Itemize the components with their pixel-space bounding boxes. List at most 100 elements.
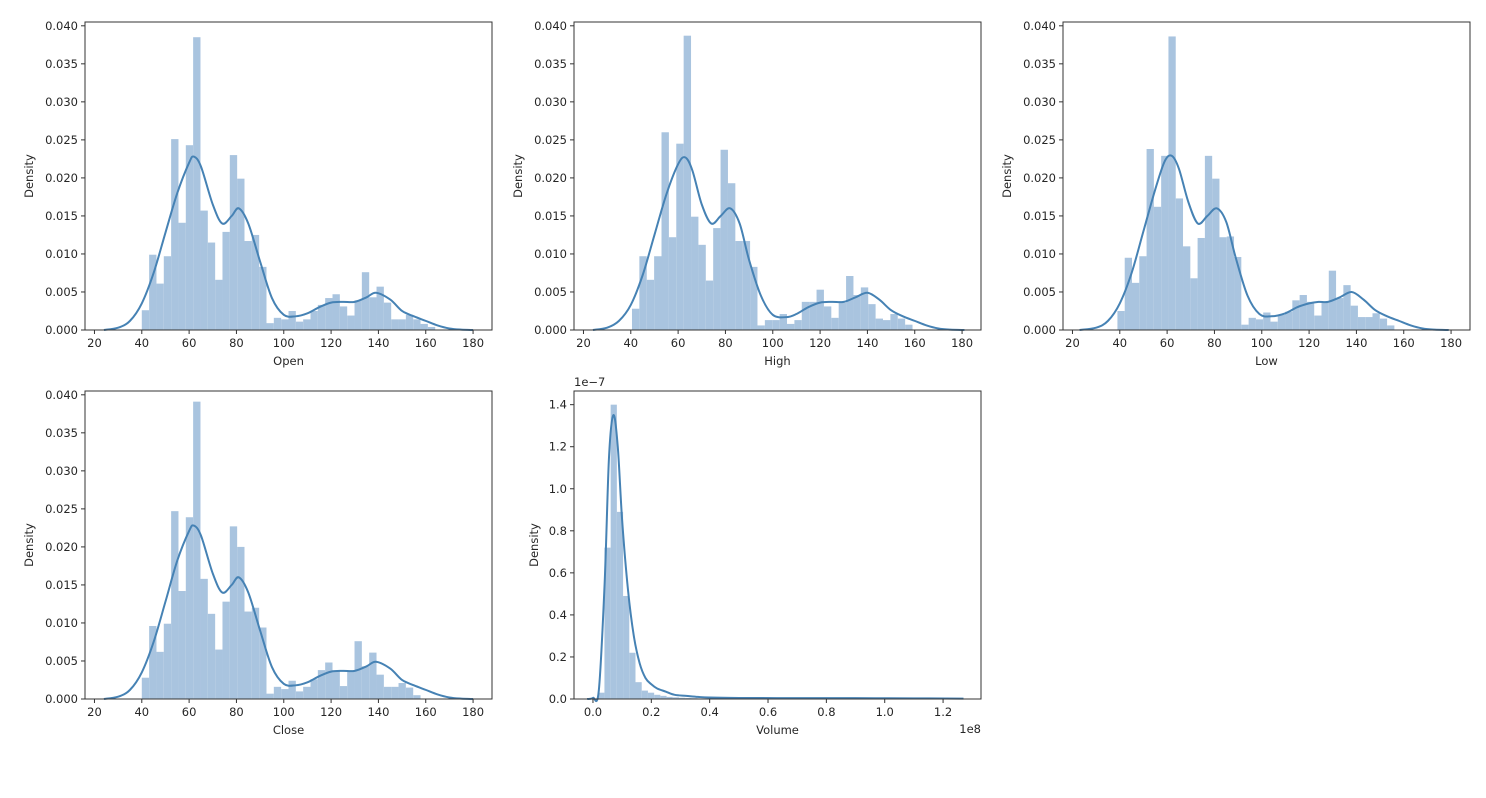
histogram-bars [142, 402, 421, 699]
histogram-bar [1351, 306, 1358, 330]
y-axis-label: Density [22, 154, 36, 198]
histogram-bar [1365, 317, 1372, 330]
histogram-bar [824, 306, 831, 330]
y-tick-label: 1.2 [549, 440, 567, 454]
histogram-bar [222, 232, 229, 330]
histogram-bar [1212, 179, 1219, 330]
histogram-bar [1147, 149, 1154, 330]
histogram-bars [142, 37, 435, 330]
histogram-bar [831, 318, 838, 330]
histogram-bar [1387, 325, 1394, 330]
histogram-bar [1132, 283, 1139, 330]
histogram-bar [222, 602, 229, 699]
x-tick-label: 120 [809, 336, 831, 350]
histogram-bar [281, 689, 288, 699]
x-tick-label: 40 [1112, 336, 1127, 350]
x-tick-label: 100 [273, 705, 295, 719]
histogram-bar [274, 318, 281, 330]
y-tick-label: 0.030 [45, 464, 78, 478]
histogram-bar [772, 320, 779, 330]
histogram-bar [171, 139, 178, 330]
x-axis-label: Open [273, 354, 304, 368]
histogram-bar [281, 319, 288, 330]
y-axis-label: Density [511, 154, 525, 198]
y-tick-label: 0.4 [549, 608, 567, 622]
y-tick-label: 0.015 [45, 578, 78, 592]
y-tick-label: 0.000 [534, 323, 567, 337]
y-tick-label: 0.020 [45, 540, 78, 554]
histogram-bar [1219, 237, 1226, 330]
histogram-bar [1205, 156, 1212, 330]
x-tick-label: 160 [415, 336, 437, 350]
histogram-bar [186, 517, 193, 699]
y-tick-label: 0.030 [534, 95, 567, 109]
histogram-bar [1241, 325, 1248, 330]
y-tick-label: 0.025 [45, 133, 78, 147]
histogram-bar [289, 311, 296, 330]
y-tick-label: 0.040 [45, 388, 78, 402]
histogram-bar [156, 284, 163, 330]
y-tick-label: 0.030 [45, 95, 78, 109]
y-tick-label: 0.005 [534, 285, 567, 299]
histogram-bar [1198, 238, 1205, 330]
histogram-bar [237, 179, 244, 330]
x-offset-label: 1e8 [959, 722, 981, 736]
x-axis-label: Low [1255, 354, 1278, 368]
histogram-bar [311, 311, 318, 330]
x-tick-label: 140 [367, 705, 389, 719]
histogram-bars [1117, 36, 1394, 330]
y-tick-label: 0.005 [45, 285, 78, 299]
histogram-bar [333, 294, 340, 330]
histogram-bar [1270, 322, 1277, 330]
histogram-bar [340, 306, 347, 330]
y-tick-label: 0.035 [1023, 57, 1056, 71]
histogram-bar [1256, 319, 1263, 330]
histogram-bar [369, 297, 376, 330]
axes-frame [1063, 22, 1470, 330]
kde-curve [587, 415, 963, 701]
histogram-bar [164, 624, 171, 699]
y-tick-label: 0.010 [534, 247, 567, 261]
x-tick-label: 60 [182, 705, 197, 719]
histogram-bar [1176, 198, 1183, 330]
histogram-bar [654, 256, 661, 330]
histogram-bar [1168, 36, 1175, 330]
y-tick-label: 0.040 [534, 19, 567, 33]
histogram-bar [883, 320, 890, 330]
histogram-bar [413, 319, 420, 330]
y-tick-label: 0.015 [534, 209, 567, 223]
x-tick-label: 140 [856, 336, 878, 350]
histogram-bar [362, 272, 369, 330]
histogram-bar [728, 183, 735, 330]
histogram-bar [684, 36, 691, 330]
y-tick-label: 0.035 [534, 57, 567, 71]
x-tick-label: 120 [320, 705, 342, 719]
histogram-bar [377, 675, 384, 699]
histogram-bar [1307, 302, 1314, 330]
histogram-bar [406, 315, 413, 330]
histogram-bar [362, 666, 369, 699]
histogram-bar [1249, 318, 1256, 330]
histogram-bar [193, 402, 200, 699]
histogram-bar [846, 276, 853, 330]
y-tick-label: 0.035 [45, 426, 78, 440]
histogram-bar [1300, 295, 1307, 330]
y-tick-label: 0.005 [1023, 285, 1056, 299]
histogram-bar [1278, 315, 1285, 330]
histogram-bar [905, 325, 912, 330]
histogram-bar [296, 691, 303, 699]
y-tick-label: 0.035 [45, 57, 78, 71]
y-tick-label: 0.005 [45, 654, 78, 668]
x-tick-label: 0.0 [584, 705, 602, 719]
x-tick-label: 80 [718, 336, 733, 350]
histogram-bar [311, 679, 318, 699]
histogram-bar [208, 614, 215, 699]
histogram-bar [1154, 207, 1161, 330]
histogram-bar [817, 290, 824, 330]
x-tick-label: 80 [229, 705, 244, 719]
histogram-bar [230, 155, 237, 330]
x-tick-label: 80 [1207, 336, 1222, 350]
